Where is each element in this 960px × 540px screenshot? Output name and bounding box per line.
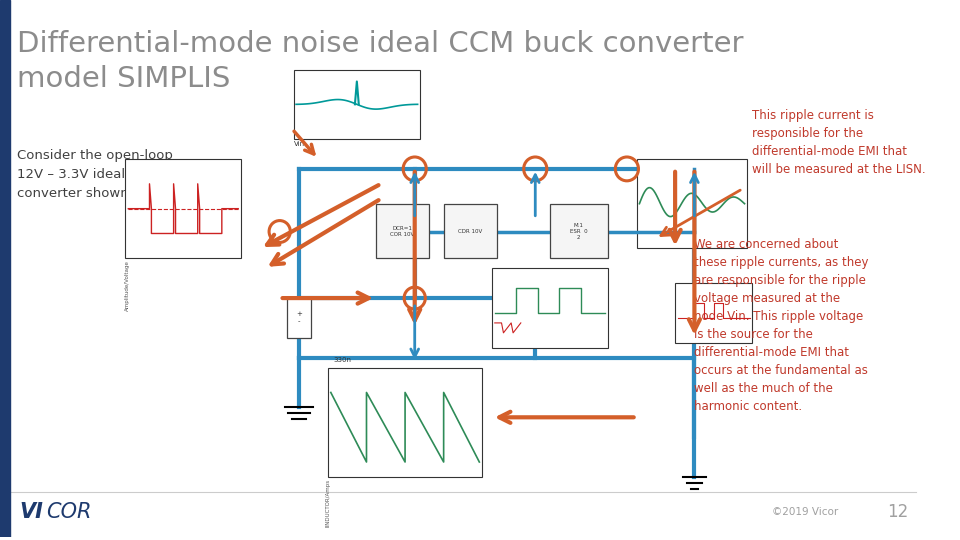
Text: IINDUCTOR/Amps: IINDUCTOR/Amps [326,479,331,527]
Bar [287,298,310,338]
Text: model SIMPLIS: model SIMPLIS [17,65,230,92]
Bar [126,159,241,258]
Bar [444,204,496,258]
Bar [376,204,429,258]
Text: 330n: 330n [333,356,351,363]
Text: Differential-mode noise ideal CCM buck converter: Differential-mode noise ideal CCM buck c… [17,30,744,58]
Text: COR: COR [46,502,92,522]
Text: Amplitude/Voltage: Amplitude/Voltage [126,260,131,311]
Text: CDR 10V: CDR 10V [458,229,482,234]
Bar [294,70,420,139]
Text: M.1
ESR  0
2: M.1 ESR 0 2 [570,223,588,240]
Bar [636,159,748,248]
Text: DCR=1
COR 10V: DCR=1 COR 10V [390,226,415,237]
Bar [0,0,10,537]
Text: Consider the open-loop
12V – 3.3V ideal buck
converter shown: Consider the open-loop 12V – 3.3V ideal … [17,149,173,200]
Bar [550,204,608,258]
Text: 12: 12 [887,503,908,521]
Text: We are concerned about
these ripple currents, as they
are responsible for the ri: We are concerned about these ripple curr… [694,239,869,414]
Bar [328,368,482,477]
Text: Vin: Vin [294,141,305,147]
Text: This ripple current is
responsible for the
differential-mode EMI that
will be me: This ripple current is responsible for t… [753,109,925,176]
Bar [675,283,753,343]
Text: +
-: + - [296,312,301,325]
Bar [492,268,608,348]
Text: VI: VI [19,502,43,522]
Text: ©2019 Vicor: ©2019 Vicor [772,507,838,517]
